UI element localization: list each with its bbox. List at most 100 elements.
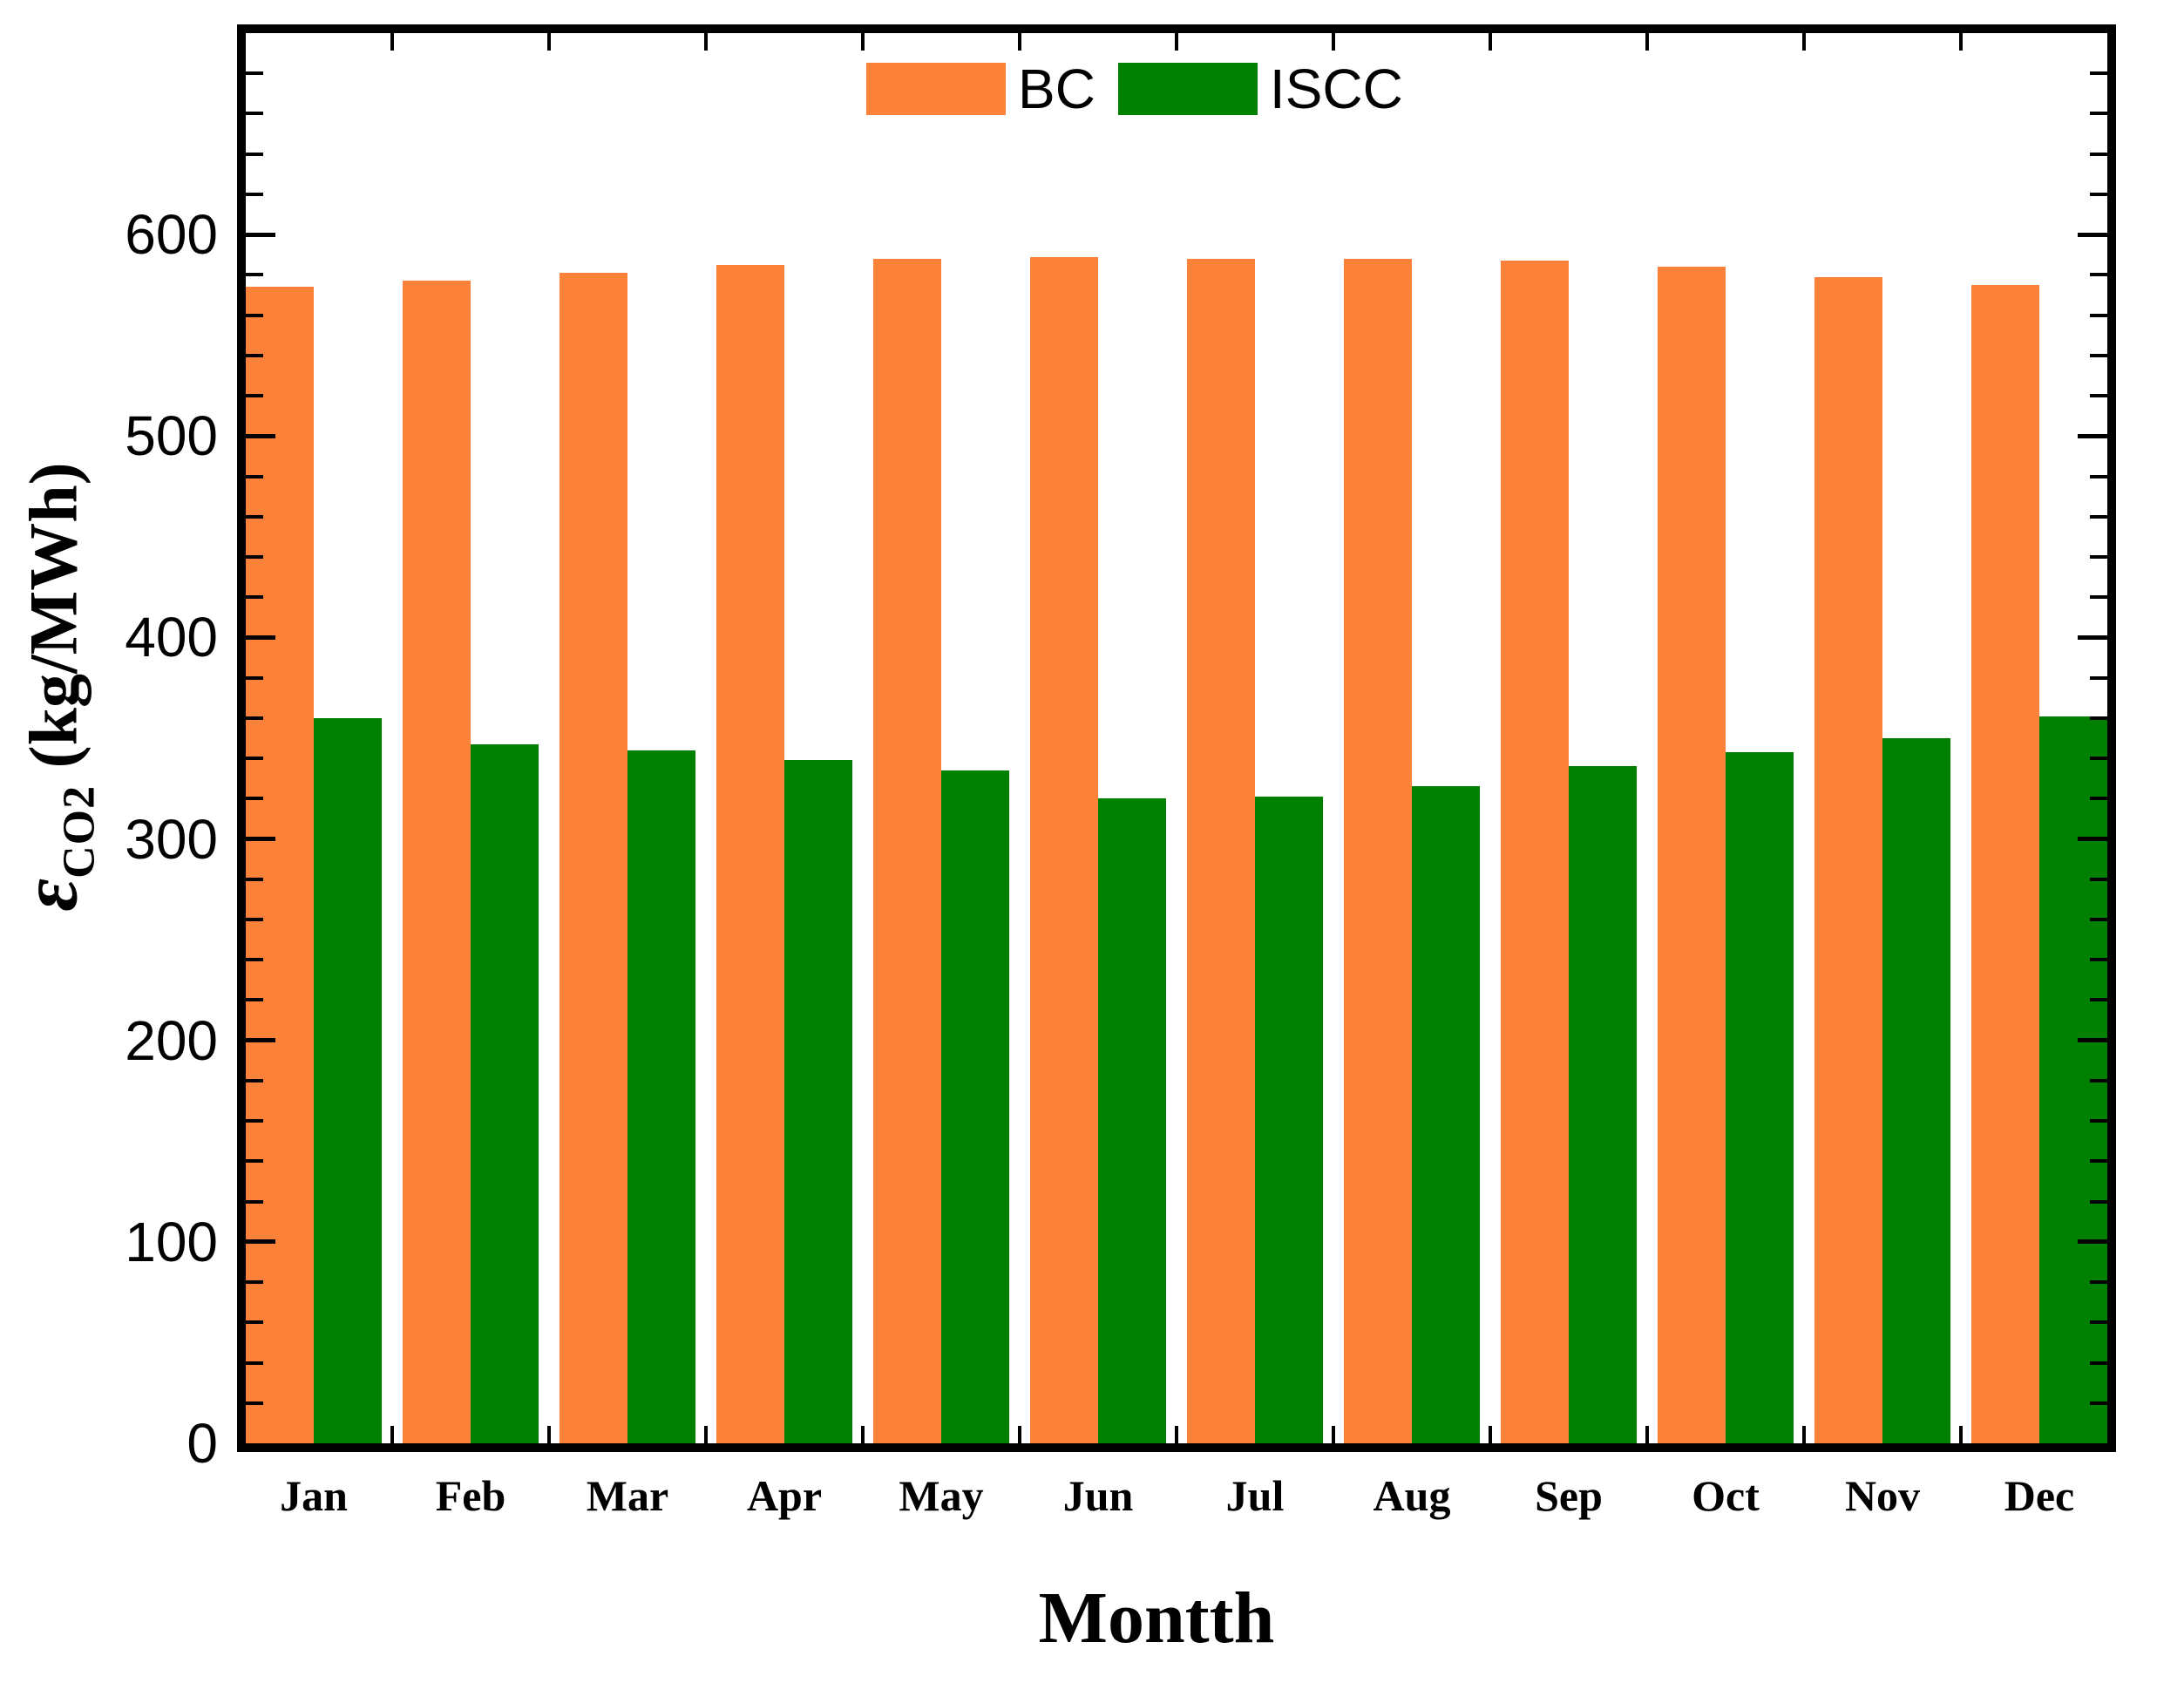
x-tick-label-may: May xyxy=(899,1471,984,1520)
y-axis-tick-right xyxy=(2090,1320,2107,1325)
x-axis-tick-top xyxy=(547,33,551,51)
x-tick-label-feb: Feb xyxy=(435,1471,506,1520)
y-axis-tick-left xyxy=(246,313,263,317)
y-axis-tick-left xyxy=(246,554,263,559)
bar-bc-mar xyxy=(560,273,627,1443)
bar-bc-jul xyxy=(1187,258,1255,1443)
y-axis-tick-right xyxy=(2078,433,2107,438)
y-axis-tick-right xyxy=(2090,1159,2107,1164)
bar-iscc-jul xyxy=(1255,797,1323,1443)
legend-swatch-bc xyxy=(866,63,1006,115)
y-axis-tick-right xyxy=(2090,474,2107,478)
bar-bc-apr xyxy=(716,264,784,1443)
y-axis-tick-right xyxy=(2090,1361,2107,1365)
x-axis-tick-bottom xyxy=(1018,1426,1021,1443)
legend-item-iscc: ISCC xyxy=(1117,58,1403,120)
y-axis-tick-left xyxy=(246,1038,275,1043)
bar-bc-oct xyxy=(1658,267,1726,1443)
x-tick-label-apr: Apr xyxy=(746,1471,823,1520)
y-axis-tick-left xyxy=(246,474,263,478)
bar-iscc-nov xyxy=(1882,738,1950,1443)
y-axis-tick-left xyxy=(246,1361,263,1365)
y-axis-tick-right xyxy=(2090,192,2107,196)
legend-swatch-iscc xyxy=(1117,63,1258,115)
y-axis-tick-left xyxy=(246,1119,263,1123)
x-tick-label-sep: Sep xyxy=(1535,1471,1603,1520)
y-axis-tick-left xyxy=(246,837,275,842)
y-axis-tick-right xyxy=(2090,1280,2107,1285)
y-axis-tick-right xyxy=(2090,1199,2107,1204)
y-tick-label-100: 100 xyxy=(125,1210,218,1273)
y-axis-tick-left xyxy=(246,1078,263,1082)
y-axis-tick-left xyxy=(246,958,263,962)
y-axis-tick-left xyxy=(246,152,263,156)
bar-bc-sep xyxy=(1501,261,1569,1443)
y-tick-label-300: 300 xyxy=(125,807,218,871)
x-tick-label-oct: Oct xyxy=(1692,1471,1760,1520)
legend-label-bc: BC xyxy=(1018,58,1095,120)
y-tick-label-500: 500 xyxy=(125,404,218,468)
y-axis-tick-right xyxy=(2090,797,2107,801)
y-axis-tick-left xyxy=(246,394,263,398)
y-axis-tick-right xyxy=(2090,1119,2107,1123)
legend: BC ISCC xyxy=(866,61,1403,117)
y-axis-tick-right xyxy=(2078,1038,2107,1043)
y-axis-tick-left xyxy=(246,112,263,116)
x-tick-label-nov: Nov xyxy=(1844,1471,1921,1520)
y-axis-tick-left xyxy=(246,757,263,761)
y-axis-tick-right xyxy=(2090,71,2107,76)
y-axis-tick-left xyxy=(246,1401,263,1405)
x-tick-label-dec: Dec xyxy=(2004,1471,2075,1520)
x-tick-label-mar: Mar xyxy=(586,1471,669,1520)
x-axis-tick-bottom xyxy=(704,1426,708,1443)
x-axis-tick-bottom xyxy=(390,1426,394,1443)
y-axis-tick-left xyxy=(246,716,263,720)
y-axis-tick-right xyxy=(2090,152,2107,156)
y-axis-tick-right xyxy=(2078,635,2107,640)
y-axis-tick-left xyxy=(246,71,263,76)
y-axis-tick-right xyxy=(2090,313,2107,317)
y-axis-tick-left xyxy=(246,918,263,922)
x-axis-tick-bottom xyxy=(1175,1426,1178,1443)
y-axis-tick-right xyxy=(2078,232,2107,237)
bar-iscc-aug xyxy=(1412,786,1480,1443)
x-axis-tick-top xyxy=(1489,33,1492,51)
y-axis-tick-right xyxy=(2090,1078,2107,1082)
x-axis-title: Montth xyxy=(1038,1578,1275,1659)
y-axis-tick-right xyxy=(2090,877,2107,881)
legend-label-iscc: ISCC xyxy=(1269,58,1403,120)
y-axis-tick-left xyxy=(246,635,275,640)
x-axis-tick-top xyxy=(1645,33,1649,51)
y-axis-tick-left xyxy=(246,273,263,277)
x-axis-tick-top xyxy=(1802,33,1806,51)
y-tick-label-200: 200 xyxy=(125,1008,218,1072)
x-axis-tick-top xyxy=(704,33,708,51)
bar-iscc-jun xyxy=(1098,798,1166,1443)
x-axis-tick-top xyxy=(1175,33,1178,51)
x-axis-tick-top xyxy=(1959,33,1963,51)
y-axis-tick-right xyxy=(2090,353,2107,357)
x-axis-tick-bottom xyxy=(1959,1426,1963,1443)
y-axis-tick-left xyxy=(246,514,263,519)
x-tick-label-aug: Aug xyxy=(1373,1471,1451,1520)
bar-bc-may xyxy=(873,258,941,1443)
y-axis-tick-right xyxy=(2090,554,2107,559)
y-axis-tick-left xyxy=(246,797,263,801)
y-axis-tick-left xyxy=(246,1199,263,1204)
y-axis-tick-left xyxy=(246,232,275,237)
y-axis-tick-right xyxy=(2090,716,2107,720)
bar-bc-jun xyxy=(1030,256,1098,1443)
bar-bc-jan xyxy=(246,287,314,1443)
x-axis-tick-bottom xyxy=(1802,1426,1806,1443)
y-axis-tick-right xyxy=(2090,112,2107,116)
y-tick-label-0: 0 xyxy=(187,1412,218,1475)
bar-iscc-sep xyxy=(1569,766,1637,1443)
y-axis-tick-right xyxy=(2078,837,2107,842)
bar-bc-aug xyxy=(1344,258,1412,1443)
y-axis-tick-right xyxy=(2090,1401,2107,1405)
x-tick-label-jul: Jul xyxy=(1225,1471,1285,1520)
bar-bc-dec xyxy=(1971,284,2039,1443)
x-axis-tick-bottom xyxy=(861,1426,865,1443)
y-axis-tick-right xyxy=(2090,958,2107,962)
